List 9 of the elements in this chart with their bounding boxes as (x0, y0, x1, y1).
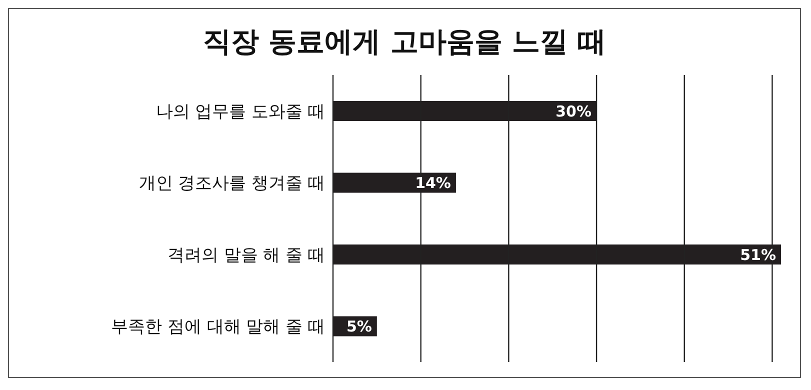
y-tick-label: 부족한 점에 대해 말해 줄 때 (110, 317, 325, 338)
chart-title: 직장 동료에게 고마움을 느낄 때 (202, 24, 607, 60)
data-label: 14% (415, 174, 451, 192)
data-label: 30% (556, 102, 592, 120)
y-tick-label: 개인 경조사를 챙겨줄 때 (138, 174, 325, 194)
data-label: 5% (346, 318, 372, 336)
y-tick-label: 격려의 말을 해 줄 때 (167, 245, 325, 266)
y-tick-label: 나의 업무를 도와줄 때 (156, 102, 325, 122)
data-label: 51% (740, 246, 776, 264)
